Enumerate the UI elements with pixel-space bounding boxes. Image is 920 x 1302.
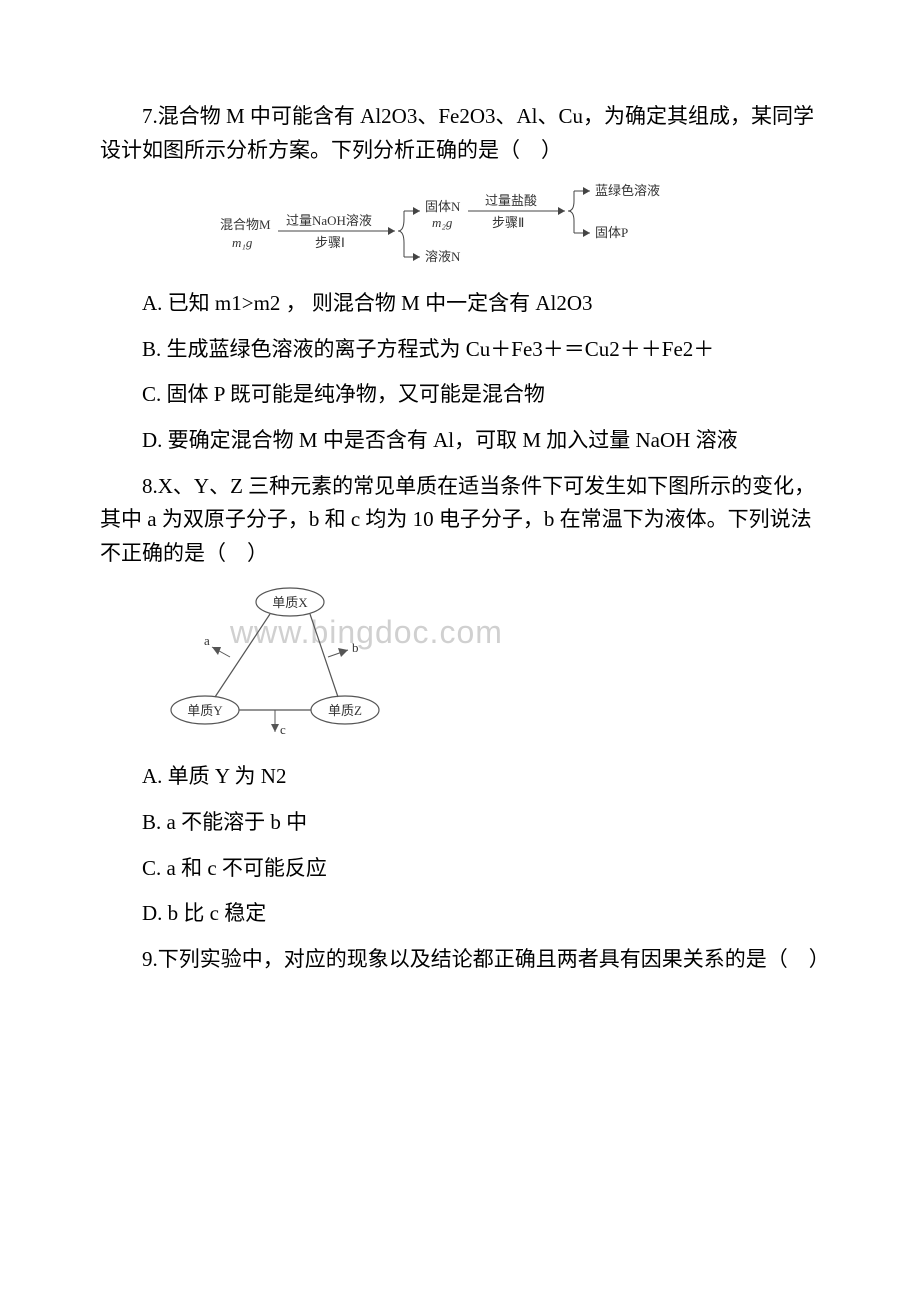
q8-option-c: C. a 和 c 不可能反应	[100, 852, 820, 886]
d1-solidN: 固体N	[425, 199, 461, 214]
q8-diagram-container: www.bingdoc.com 单质X 单质Y 单质Z	[100, 582, 820, 742]
d2-label-a: a	[204, 633, 210, 648]
q8-option-a: A. 单质 Y 为 N2	[100, 760, 820, 794]
d1-branch-bot-head	[413, 253, 420, 261]
d1-res-top-head	[583, 187, 590, 195]
d1-arr1-bot: 步骤Ⅰ	[315, 235, 345, 250]
q8-option-d: D. b 比 c 稳定	[100, 897, 820, 931]
q7-option-d: D. 要确定混合物 M 中是否含有 Al，可取 M 加入过量 NaOH 溶液	[100, 424, 820, 458]
q7-option-c: C. 固体 P 既可能是纯净物，又可能是混合物	[100, 378, 820, 412]
d2-edge-xy	[215, 614, 270, 697]
d1-arr2-top: 过量盐酸	[485, 193, 537, 208]
q7-option-b: B. 生成蓝绿色溶液的离子方程式为 Cu＋Fe3＋＝Cu2＋＋Fe2＋	[100, 333, 820, 367]
q7-diagram-container: 混合物M m₁g 过量NaOH溶液 步骤Ⅰ 固体N m₂g 溶液N	[100, 179, 820, 269]
d1-res-bot-head	[583, 229, 590, 237]
q8-diagram: 单质X 单质Y 单质Z a b	[160, 582, 520, 742]
q7-svg: 混合物M m₁g 过量NaOH溶液 步骤Ⅰ 固体N m₂g 溶液N	[220, 179, 720, 269]
d1-solidN-sub: m₂g	[432, 215, 453, 230]
q9-stem: 9.下列实验中，对应的现象以及结论都正确且两者具有因果关系的是（ ）	[100, 943, 820, 977]
d1-arrow2-head	[558, 207, 565, 215]
d2-arrow-c-head	[271, 724, 279, 732]
q8-option-b: B. a 不能溶于 b 中	[100, 806, 820, 840]
d2-node-z: 单质Z	[328, 703, 362, 718]
document-page: 7.混合物 M 中可能含有 Al2O3、Fe2O3、Al、Cu，为确定其组成，某…	[0, 0, 920, 1038]
d1-res-top: 蓝绿色溶液	[595, 183, 660, 198]
d1-arr1-top: 过量NaOH溶液	[286, 213, 372, 228]
d2-label-c: c	[280, 722, 286, 737]
d1-arr2-bot: 步骤Ⅱ	[492, 215, 524, 230]
d1-mixM2: m₁g	[232, 235, 253, 250]
d1-bracket2	[568, 191, 574, 233]
d1-res-bot: 固体P	[595, 225, 628, 240]
d1-arrow1-head	[388, 227, 395, 235]
q7-stem: 7.混合物 M 中可能含有 Al2O3、Fe2O3、Al、Cu，为确定其组成，某…	[100, 100, 820, 167]
d1-solN: 溶液N	[425, 249, 461, 264]
q7-option-a: A. 已知 m1>m2 ， 则混合物 M 中一定含有 Al2O3	[100, 287, 820, 321]
d1-branch-top-head	[413, 207, 420, 215]
q8-svg: 单质X 单质Y 单质Z a b	[160, 582, 420, 742]
d2-edge-xz	[310, 614, 338, 697]
d2-arrow-b-head	[338, 648, 348, 657]
d1-bracket1	[398, 211, 404, 257]
q7-diagram: 混合物M m₁g 过量NaOH溶液 步骤Ⅰ 固体N m₂g 溶液N	[220, 179, 720, 269]
d1-mixM1: 混合物M	[220, 217, 271, 232]
q8-stem: 8.X、Y、Z 三种元素的常见单质在适当条件下可发生如下图所示的变化，其中 a …	[100, 470, 820, 571]
d2-node-x: 单质X	[272, 595, 308, 610]
d2-node-y: 单质Y	[187, 703, 223, 718]
d2-label-b: b	[352, 640, 359, 655]
